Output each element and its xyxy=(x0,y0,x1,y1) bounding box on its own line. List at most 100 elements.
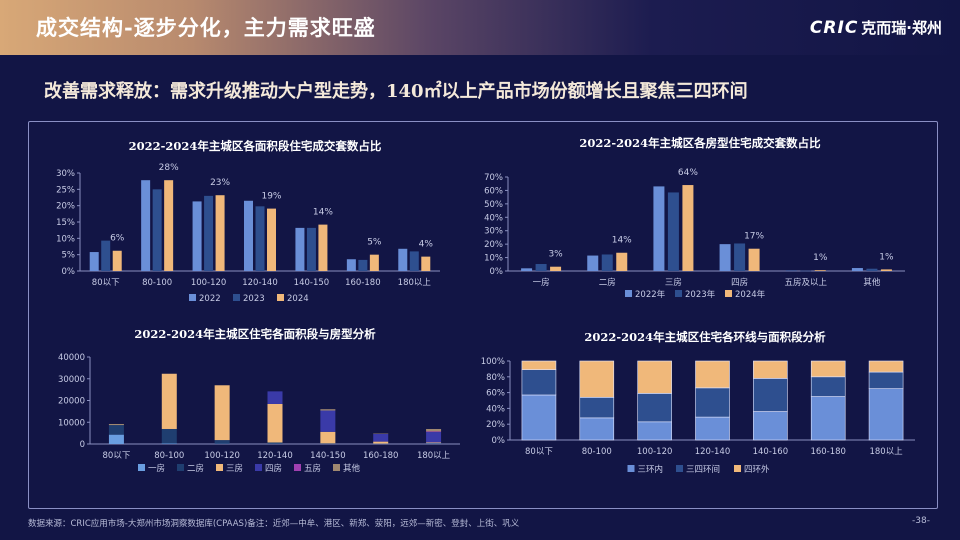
bar xyxy=(244,200,253,271)
y-tick-label: 0 xyxy=(80,440,85,450)
x-tick-label: 160-180 xyxy=(363,451,399,461)
x-tick-label: 180以上 xyxy=(869,447,903,457)
y-tick-label: 0% xyxy=(492,436,506,446)
x-tick-label: 80以下 xyxy=(92,278,120,288)
stacked-segment xyxy=(810,360,846,378)
legend-item: 五房 xyxy=(294,463,321,474)
subtitle: 改善需求释放：需求升级推动大户型走势，140㎡以上产品市场份额增长且聚焦三四环间 xyxy=(44,81,748,102)
x-tick-label: 180以上 xyxy=(398,278,432,288)
stacked-segment xyxy=(695,416,730,441)
stacked-segment xyxy=(695,360,730,389)
legend-label: 二房 xyxy=(187,463,204,474)
y-tick-label: 25% xyxy=(56,185,75,195)
bar xyxy=(535,264,547,271)
y-tick-label: 10000 xyxy=(58,418,85,428)
x-tick-label: 140-160 xyxy=(753,447,789,457)
legend-swatch xyxy=(177,464,184,471)
legend-item: 三环内 xyxy=(627,464,664,475)
y-tick-label: 30000 xyxy=(58,375,85,385)
y-tick-label: 30% xyxy=(56,169,75,179)
bar xyxy=(734,243,746,271)
stacked-segment xyxy=(868,360,904,373)
chart-title: 2022-2024年主城区各房型住宅成交套数占比 xyxy=(579,136,821,150)
legend-item: 二房 xyxy=(177,463,204,474)
legend-item: 一房 xyxy=(138,463,165,474)
bar xyxy=(719,244,731,271)
legend-label: 2024年 xyxy=(735,289,766,300)
legend-swatch xyxy=(277,294,284,301)
x-tick-label: 四房 xyxy=(731,277,748,288)
stacked-segment xyxy=(108,425,124,435)
legend-label: 一房 xyxy=(148,463,165,474)
y-tick-label: 0% xyxy=(62,267,76,277)
data-label: 4% xyxy=(419,240,434,250)
legend-swatch xyxy=(255,464,262,471)
data-label: 28% xyxy=(159,163,179,173)
y-tick-label: 80% xyxy=(486,373,505,383)
bar xyxy=(587,255,599,271)
data-label: 6% xyxy=(110,234,125,244)
legend-item: 其他 xyxy=(333,463,361,474)
x-tick-label: 160-180 xyxy=(810,447,846,457)
logo-mark: CRIC xyxy=(809,18,859,38)
bar xyxy=(601,254,613,271)
x-tick-label: 120-140 xyxy=(695,447,731,457)
legend-label: 三环内 xyxy=(638,464,664,475)
y-tick-label: 70% xyxy=(484,173,503,183)
y-tick-label: 40% xyxy=(484,213,503,223)
x-tick-label: 80-100 xyxy=(582,447,612,457)
y-tick-label: 20% xyxy=(484,240,503,250)
stacked-segment xyxy=(161,428,177,444)
legend-swatch xyxy=(725,290,732,297)
x-tick-label: 120-140 xyxy=(242,278,278,288)
stacked-segment xyxy=(521,360,557,370)
legend-label: 四房 xyxy=(265,463,282,474)
bar xyxy=(112,250,122,271)
bar xyxy=(369,254,379,271)
legend-swatch xyxy=(676,465,683,472)
bar xyxy=(192,201,202,271)
data-label: 1% xyxy=(813,253,828,263)
data-label: 23% xyxy=(210,178,230,188)
y-tick-label: 20% xyxy=(486,420,505,430)
legend-item: 2022年 xyxy=(625,289,666,300)
stacked-segment xyxy=(108,423,124,426)
y-tick-label: 0% xyxy=(490,267,504,277)
legend-swatch xyxy=(675,290,682,297)
data-label: 1% xyxy=(879,252,894,262)
logo-text: 克而瑞·郑州 xyxy=(861,19,942,37)
legend-label: 2022 xyxy=(199,294,221,304)
legend-swatch xyxy=(333,464,340,471)
legend-item: 2023年 xyxy=(675,289,716,300)
bar xyxy=(318,224,328,271)
chart-2: 2022-2024年主城区各房型住宅成交套数占比 0% 10% 20% 30% 40% 50… xyxy=(484,136,905,300)
stacked-segment xyxy=(695,387,730,418)
stacked-segment xyxy=(753,360,788,379)
bar xyxy=(101,240,111,271)
page-number: -38- xyxy=(912,516,930,526)
bar xyxy=(204,195,214,271)
stacked-segment xyxy=(579,417,615,441)
data-label: 19% xyxy=(261,192,281,202)
x-tick-label: 140-150 xyxy=(310,451,346,461)
bar xyxy=(616,252,628,271)
bar xyxy=(306,227,316,271)
bar xyxy=(152,189,162,271)
stacked-segment xyxy=(320,409,336,411)
stacked-segment xyxy=(753,378,788,412)
legend-swatch xyxy=(627,465,635,472)
y-tick-label: 60% xyxy=(484,186,503,196)
page-title: 成交结构-逐步分化，主力需求旺盛 xyxy=(36,15,376,40)
chart-3: 2022-2024年主城区住宅各面积段与房型分析 0 10000 20000 30000… xyxy=(58,327,460,474)
stacked-segment xyxy=(161,373,177,429)
bar xyxy=(358,259,368,271)
bar xyxy=(550,266,562,271)
legend-label: 2023 xyxy=(243,294,265,304)
bar xyxy=(667,192,679,271)
stacked-segment xyxy=(426,428,442,432)
x-tick-label: 二房 xyxy=(599,277,616,288)
bar xyxy=(880,269,892,271)
legend-label: 五房 xyxy=(304,463,321,474)
bar xyxy=(398,248,408,271)
